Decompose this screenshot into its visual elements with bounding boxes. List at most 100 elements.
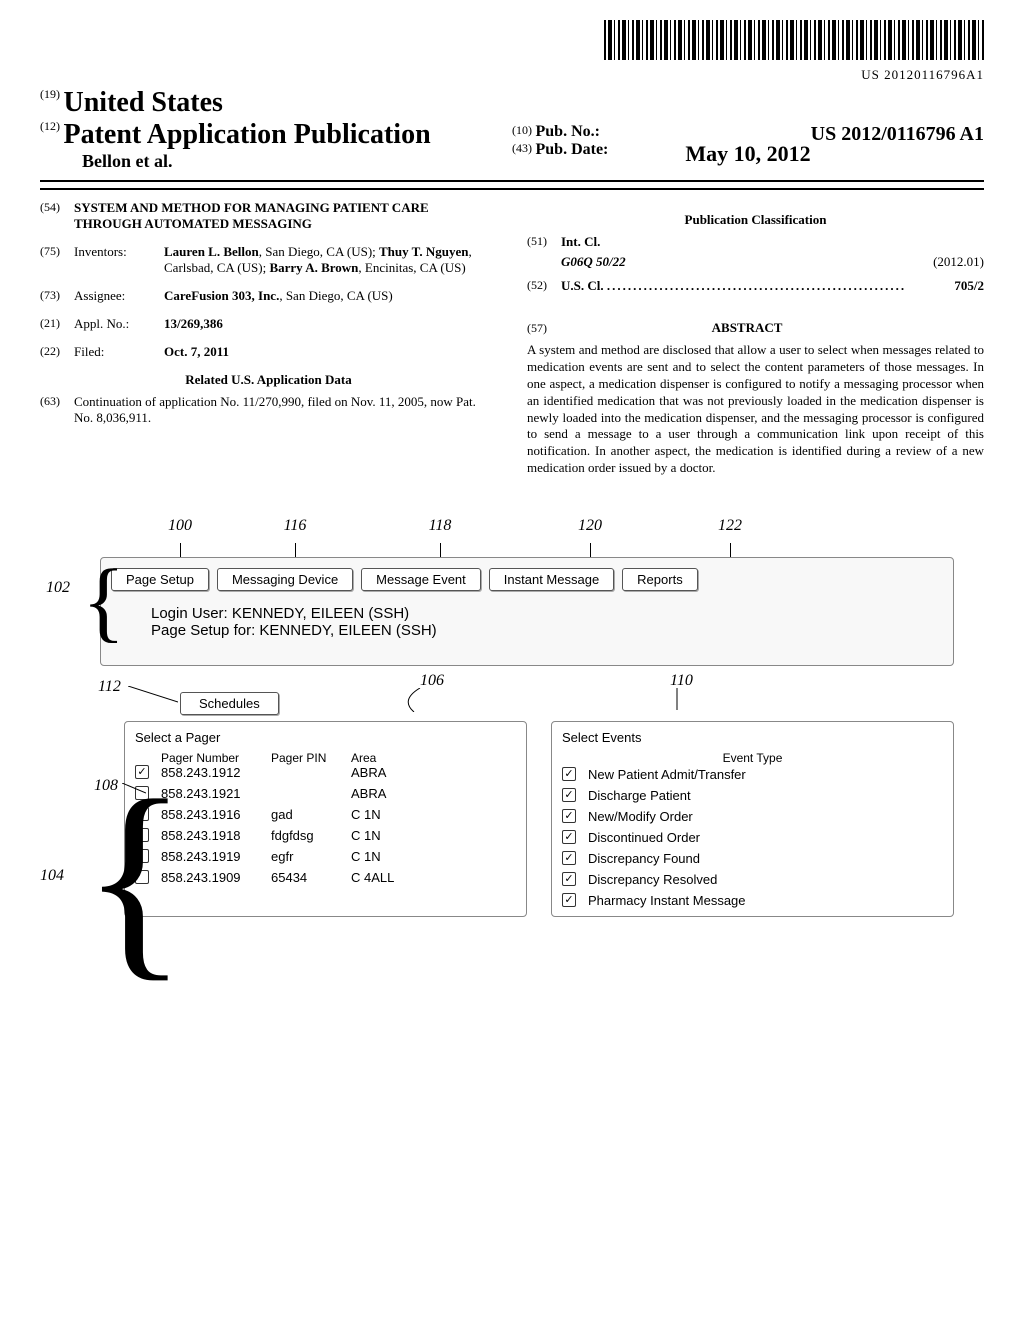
ref-51: (51): [527, 234, 561, 250]
ref-21: (21): [40, 316, 74, 332]
leader-line-106: [400, 688, 430, 712]
tab-message-event[interactable]: Message Event: [361, 568, 481, 591]
pager-grid: Pager Number Pager PIN Area: [135, 751, 516, 765]
pub-no: US 2012/0116796 A1: [811, 123, 984, 146]
pager-cell-pin: egfr: [271, 849, 351, 864]
leader-line-110: [676, 688, 678, 710]
event-label: Discontinued Order: [588, 830, 943, 845]
tab-instant-message[interactable]: Instant Message: [489, 568, 614, 591]
event-grid: Event Type: [562, 751, 943, 767]
appl-no-label: Appl. No.:: [74, 316, 164, 332]
callout-112: 112: [98, 678, 121, 696]
callout-100: 100: [140, 517, 220, 543]
ref-63: (63): [40, 394, 74, 426]
filed-value: Oct. 7, 2011: [164, 344, 497, 360]
callout-120: 120: [510, 517, 670, 543]
ref-54: (54): [40, 200, 74, 232]
country: United States: [64, 87, 223, 118]
event-label: Discharge Patient: [588, 788, 943, 803]
event-label: Discrepancy Resolved: [588, 872, 943, 887]
select-pager-title: Select a Pager: [135, 730, 516, 745]
event-checkbox[interactable]: ✓: [562, 893, 576, 907]
brace-104-icon: {: [82, 767, 188, 987]
event-checkbox[interactable]: ✓: [562, 788, 576, 802]
assignee-value: CareFusion 303, Inc., San Diego, CA (US): [164, 288, 497, 304]
schedules-button[interactable]: Schedules: [180, 692, 279, 715]
event-checkbox[interactable]: ✓: [562, 830, 576, 844]
invention-title: SYSTEM AND METHOD FOR MANAGING PATIENT C…: [74, 200, 497, 232]
pager-cell-pin: [271, 786, 351, 801]
inventors-label: Inventors:: [74, 244, 164, 276]
pager-cell-area: ABRA: [351, 786, 411, 801]
figure-1: 100 116 118 120 122 { 102 Page Setup Mes…: [40, 507, 984, 927]
pager-cell-pin: gad: [271, 807, 351, 822]
col-event-type: Event Type: [562, 751, 943, 765]
pager-cell-pin: 65434: [271, 870, 351, 885]
tab-bar: Page Setup Messaging Device Message Even…: [111, 568, 943, 591]
us-cl-value: 705/2: [954, 278, 984, 294]
callout-104: 104: [40, 867, 64, 885]
tab-messaging-device[interactable]: Messaging Device: [217, 568, 353, 591]
callout-108: 108: [94, 777, 118, 795]
callout-118: 118: [370, 517, 510, 543]
event-checkbox[interactable]: ✓: [562, 851, 576, 865]
continuation-text: Continuation of application No. 11/270,9…: [74, 394, 497, 426]
ref-73: (73): [40, 288, 74, 304]
leader-line-112: [128, 686, 178, 706]
leader-line-108: [122, 783, 146, 795]
ui-window: Page Setup Messaging Device Message Even…: [100, 557, 954, 666]
bibliographic-data: (54) SYSTEM AND METHOD FOR MANAGING PATI…: [40, 200, 984, 477]
pager-cell-area: C 1N: [351, 849, 411, 864]
pager-cell-area: C 1N: [351, 828, 411, 843]
related-app-header: Related U.S. Application Data: [40, 372, 497, 388]
ref-43: (43): [512, 141, 532, 156]
inventors-value: Lauren L. Bellon, San Diego, CA (US); Th…: [164, 244, 497, 276]
callout-122: 122: [670, 517, 790, 543]
ref-10: (10): [512, 123, 532, 138]
pager-cell-area: ABRA: [351, 765, 411, 780]
ref-22: (22): [40, 344, 74, 360]
col-pager-pin: Pager PIN: [271, 751, 351, 765]
callout-102: 102: [46, 579, 70, 597]
us-cl-label: U.S. Cl.: [561, 278, 604, 293]
barcode-graphic: [604, 20, 984, 60]
login-user-text: Login User: KENNEDY, EILEEN (SSH): [151, 605, 943, 622]
pager-cell-pin: [271, 765, 351, 780]
event-checkbox[interactable]: ✓: [562, 767, 576, 781]
ref-52: (52): [527, 278, 561, 294]
ref-19: (19): [40, 87, 60, 102]
pub-no-label: Pub. No.:: [536, 123, 600, 140]
authors: Bellon et al.: [82, 151, 512, 172]
ref-57: (57): [527, 321, 561, 336]
brace-102-icon: {: [82, 557, 125, 647]
ref-12: (12): [40, 119, 60, 134]
barcode-region: US 20120116796A1: [40, 20, 984, 83]
callout-110: 110: [670, 672, 693, 690]
int-cl-date: (2012.01): [933, 254, 984, 270]
int-cl-code: G06Q 50/22: [561, 254, 933, 270]
document-header: (19) United States (12) Patent Applicati…: [40, 87, 984, 182]
ref-75: (75): [40, 244, 74, 276]
publication-title: Patent Application Publication: [64, 119, 431, 150]
col-area: Area: [351, 751, 411, 765]
event-label: New Patient Admit/Transfer: [588, 767, 943, 782]
tab-reports[interactable]: Reports: [622, 568, 698, 591]
pub-date: May 10, 2012: [685, 141, 810, 167]
int-cl-label: Int. Cl.: [561, 234, 984, 250]
pager-cell-area: C 4ALL: [351, 870, 411, 885]
event-checkbox[interactable]: ✓: [562, 809, 576, 823]
assignee-label: Assignee:: [74, 288, 164, 304]
event-checkbox[interactable]: ✓: [562, 872, 576, 886]
event-label: Pharmacy Instant Message: [588, 893, 943, 908]
pager-cell-area: C 1N: [351, 807, 411, 822]
tab-page-setup[interactable]: Page Setup: [111, 568, 209, 591]
pager-cell-pin: fdgfdsg: [271, 828, 351, 843]
event-label: New/Modify Order: [588, 809, 943, 824]
callout-116: 116: [220, 517, 370, 543]
select-events-title: Select Events: [562, 730, 943, 745]
abstract-text: A system and method are disclosed that a…: [527, 342, 984, 477]
page-setup-for-text: Page Setup for: KENNEDY, EILEEN (SSH): [151, 622, 943, 639]
abstract-header: ABSTRACT: [564, 320, 930, 336]
appl-no-value: 13/269,386: [164, 316, 497, 332]
pub-date-label: Pub. Date:: [536, 141, 609, 158]
